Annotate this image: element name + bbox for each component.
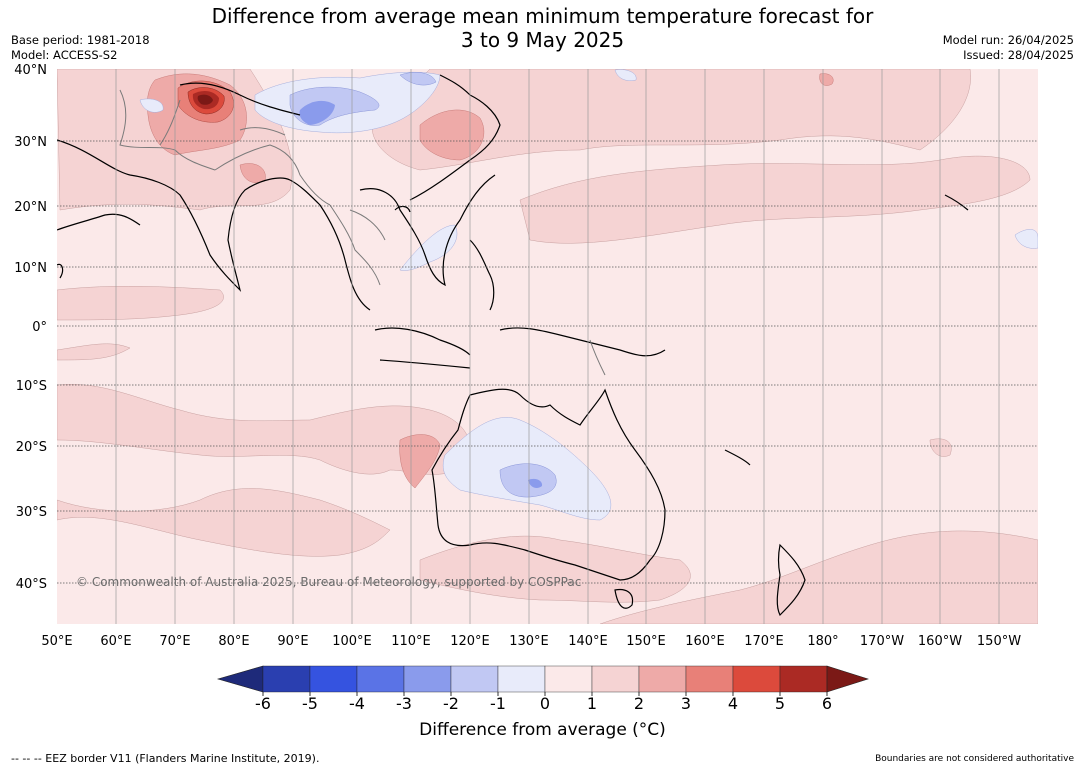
anomaly-minus-2-3	[299, 100, 543, 488]
colorbar-segment	[685, 665, 734, 693]
colorbar-tick-label: 2	[634, 694, 644, 713]
colorbar-segment	[638, 665, 687, 693]
model-name: Model: ACCESS-S2	[11, 48, 118, 62]
latitude-label: 10°N	[14, 261, 47, 276]
colorbar-segment	[497, 665, 546, 693]
map-panel: © Commonwealth of Australia 2025, Bureau…	[57, 69, 1038, 624]
title-line-2: 3 to 9 May 2025	[460, 28, 625, 52]
model-run: Model run: 26/04/2025	[942, 33, 1074, 47]
longitude-label: 80°E	[218, 634, 249, 649]
longitude-labels: 50°E 60°E 70°E 80°E 90°E 100°E 110°E 120°E 130°E…	[41, 634, 1021, 649]
base-period: Base period: 1981-2018	[11, 33, 150, 47]
boundary-disclaimer: Boundaries are not considered authoritat…	[875, 754, 1074, 764]
colorbar-tick-label: -1	[490, 694, 506, 713]
colorbar-segment	[403, 665, 452, 693]
colorbar-tick-label: 4	[728, 694, 738, 713]
eez-legend: -- -- -- EEZ border V11 (Flanders Marine…	[11, 752, 320, 765]
longitude-label: 130°E	[509, 634, 549, 649]
colorbar-segment	[309, 665, 358, 693]
longitude-label: 160°E	[685, 634, 725, 649]
latitude-label: 20°S	[16, 440, 47, 455]
colorbar-extend-low	[216, 665, 264, 693]
colorbar-tick-label: 6	[822, 694, 832, 713]
longitude-label: 140°E	[568, 634, 608, 649]
colorbar-segment	[544, 665, 593, 693]
longitude-label: 160°W	[918, 634, 962, 649]
colorbar-segment	[356, 665, 405, 693]
map-title: Difference from average mean minimum tem…	[0, 4, 1085, 52]
colorbar-segment	[779, 665, 828, 693]
issued-date: Issued: 28/04/2025	[963, 48, 1074, 62]
colorbar	[216, 665, 869, 693]
longitude-label: 150°W	[977, 634, 1021, 649]
colorbar-segment	[262, 665, 311, 693]
run-info: Model run: 26/04/2025 Issued: 28/04/2025	[943, 33, 1074, 63]
colorbar-tick-label: 1	[587, 694, 597, 713]
longitude-label: 90°E	[277, 634, 308, 649]
latitude-label: 30°S	[16, 505, 47, 520]
model-info: Base period: 1981-2018 Model: ACCESS-S2	[11, 33, 150, 63]
latitude-label: 20°N	[14, 200, 47, 215]
longitude-label: 170°E	[744, 634, 784, 649]
latitude-label: 30°N	[14, 135, 47, 150]
colorbar-segment	[591, 665, 640, 693]
country-borders	[119, 89, 606, 376]
latitude-label: 0°	[32, 320, 47, 335]
longitude-label: 70°E	[159, 634, 190, 649]
anomaly-plus-3-6	[177, 80, 234, 123]
colorbar-segment	[732, 665, 781, 693]
longitude-label: 60°E	[100, 634, 131, 649]
colorbar-tick-label: -5	[302, 694, 318, 713]
latitude-label: 40°N	[14, 63, 47, 78]
longitude-label: 120°E	[450, 634, 490, 649]
colorbar-tick-label: -4	[349, 694, 365, 713]
latitude-label: 40°S	[16, 577, 47, 592]
colorbar-extend-high	[826, 665, 869, 693]
longitude-label: 180°	[807, 634, 838, 649]
latitude-labels: 40°N 30°N 20°N 10°N 0° 10°S 20°S 30°S 40°S	[14, 63, 47, 592]
colorbar-ticks: -6 -5 -4 -3 -2 -1 0 1 2 3 4 5 6	[255, 692, 832, 713]
latitude-label: 10°S	[16, 379, 47, 394]
colorbar-tick-label: -6	[255, 694, 271, 713]
colorbar-tick-label: -3	[396, 694, 412, 713]
colorbar-tick-label: 0	[540, 694, 550, 713]
coastlines	[57, 74, 969, 617]
colorbar-tick-label: 5	[775, 694, 785, 713]
colorbar-segment	[450, 665, 499, 693]
longitude-label: 150°E	[626, 634, 666, 649]
colorbar-title: Difference from average (°C)	[419, 720, 666, 740]
title-line-1: Difference from average mean minimum tem…	[211, 4, 874, 28]
colorbar-tick-label: -2	[443, 694, 459, 713]
colorbar-tick-label: 3	[681, 694, 691, 713]
longitude-label: 100°E	[332, 634, 372, 649]
copyright-notice: © Commonwealth of Australia 2025, Bureau…	[76, 575, 581, 589]
longitude-label: 110°E	[391, 634, 431, 649]
longitude-label: 170°W	[860, 634, 904, 649]
graticule	[57, 69, 1038, 624]
longitude-label: 50°E	[41, 634, 72, 649]
